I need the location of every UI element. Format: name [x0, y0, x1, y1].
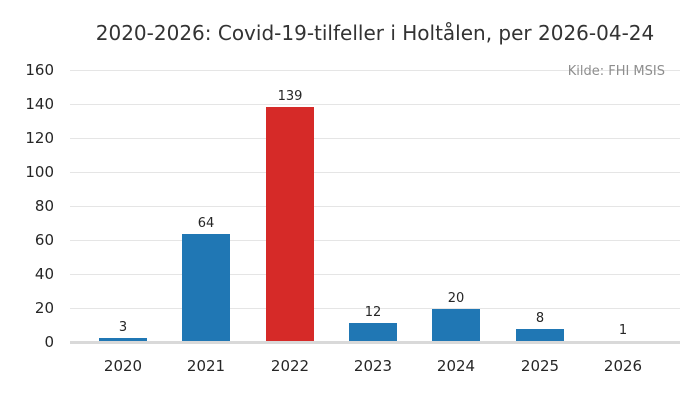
bar-value-label: 12 — [364, 305, 382, 320]
y-tick-label: 0 — [44, 333, 54, 351]
gridline — [70, 274, 680, 275]
x-axis-line — [70, 341, 680, 344]
y-tick-label: 100 — [25, 163, 54, 181]
x-tick-label: 2022 — [270, 357, 310, 375]
x-tick-label: 2021 — [186, 357, 226, 375]
bar-value-label: 139 — [277, 89, 303, 104]
x-tick-label: 2023 — [353, 357, 393, 375]
bar-2020 — [99, 338, 147, 343]
chart-title: 2020-2026: Covid-19-tilfeller i Holtålen… — [95, 21, 655, 45]
y-tick-label: 60 — [34, 231, 54, 249]
bar-2025 — [516, 329, 564, 343]
x-tick-label: 2020 — [103, 357, 143, 375]
x-tick-label: 2025 — [520, 357, 560, 375]
gridline — [70, 138, 680, 139]
bar-2021 — [182, 234, 230, 343]
y-tick-label: 120 — [25, 129, 54, 147]
bar-value-label: 64 — [197, 216, 215, 231]
gridline — [70, 308, 680, 309]
gridline — [70, 206, 680, 207]
y-tick-label: 140 — [25, 95, 54, 113]
y-tick-label: 20 — [34, 299, 54, 317]
gridline — [70, 172, 680, 173]
bar-2023 — [349, 323, 397, 343]
bar-2024 — [432, 309, 480, 343]
bar-value-label: 3 — [118, 320, 128, 335]
gridline — [70, 70, 680, 71]
bar-value-label: 1 — [618, 323, 628, 338]
y-tick-label: 160 — [25, 61, 54, 79]
y-tick-label: 40 — [34, 265, 54, 283]
gridline — [70, 240, 680, 241]
bar-2022 — [266, 107, 314, 343]
gridline — [70, 104, 680, 105]
x-tick-label: 2026 — [603, 357, 643, 375]
x-tick-label: 2024 — [436, 357, 476, 375]
bar-value-label: 8 — [535, 311, 545, 326]
source-note: Kilde: FHI MSIS — [567, 64, 665, 79]
bar-value-label: 20 — [447, 291, 465, 306]
y-tick-label: 80 — [34, 197, 54, 215]
